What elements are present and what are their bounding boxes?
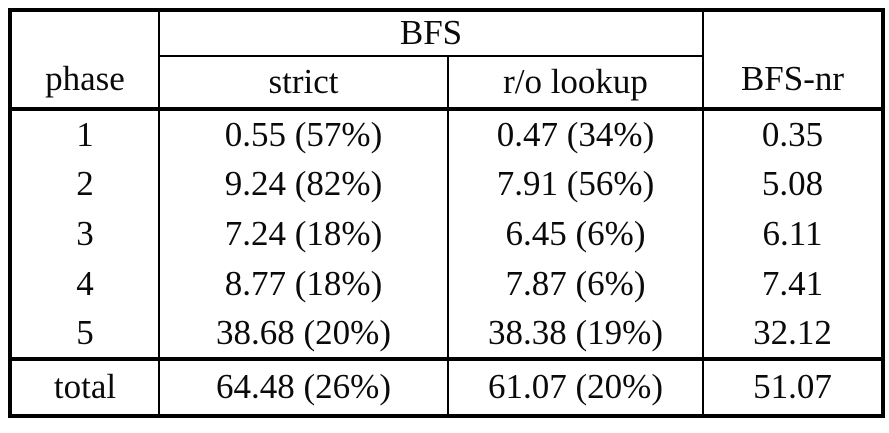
phase-cell: 4 — [10, 259, 160, 309]
column-header-phase: phase — [10, 10, 160, 111]
header-row-sub: strict r/o lookup — [10, 56, 883, 111]
bfs-nr-cell: 0.35 — [761, 114, 824, 154]
page-background: phase BFS BFS-nr strict r/o lookup 1 0.5… — [8, 8, 885, 418]
column-header-ro-lookup: r/o lookup — [448, 56, 703, 111]
strict-cell: 7.24 (18%) — [159, 209, 449, 259]
phase-cell: 3 — [10, 209, 160, 259]
total-row: total 64.48 (26%) 61.07 (20%) 51.07 — [10, 357, 883, 416]
bfs-nr-cell: 6.11 — [762, 213, 823, 253]
table-body: 1 0.55 (57%) 0.47 (34%) 0.35 2 9.24 (82%… — [10, 109, 883, 359]
table-row: 1 0.55 (57%) 0.47 (34%) 0.35 — [10, 109, 883, 159]
total-strict-cell: 64.48 (26%) — [159, 357, 449, 416]
phase-cell: 1 — [10, 109, 160, 159]
bfs-nr-cell: 5.08 — [761, 163, 824, 203]
strict-cell: 38.68 (20%) — [159, 309, 449, 359]
table-footer: total 64.48 (26%) 61.07 (20%) 51.07 — [10, 357, 883, 416]
table-header: phase BFS BFS-nr strict r/o lookup — [10, 10, 883, 111]
strict-cell: 8.77 (18%) — [159, 259, 449, 309]
strict-cell: 9.24 (82%) — [159, 159, 449, 209]
bfs-nr-cell: 32.12 — [753, 312, 832, 352]
column-header-bfs-nr: BFS-nr — [702, 10, 883, 111]
ro-lookup-cell: 38.38 (19%) — [448, 309, 704, 359]
table-row: 4 8.77 (18%) 7.87 (6%) 7.41 — [10, 259, 883, 309]
column-header-strict: strict — [159, 56, 449, 111]
header-row-group: phase BFS BFS-nr — [10, 10, 883, 111]
table-row: 2 9.24 (82%) 7.91 (56%) 5.08 — [10, 159, 883, 209]
strict-cell: 0.55 (57%) — [159, 109, 449, 159]
column-group-header-bfs: BFS — [159, 10, 704, 57]
table-row: 3 7.24 (18%) 6.45 (6%) 6.11 — [10, 209, 883, 259]
total-bfs-nr-cell: 51.07 — [703, 357, 883, 416]
phase-cell: 5 — [10, 309, 160, 359]
bfs-nr-cell: 7.41 — [761, 263, 824, 303]
total-ro-lookup-cell: 61.07 (20%) — [448, 357, 704, 416]
ro-lookup-cell: 7.87 (6%) — [448, 259, 704, 309]
total-label-cell: total — [10, 357, 160, 416]
ro-lookup-cell: 7.91 (56%) — [448, 159, 704, 209]
ro-lookup-cell: 0.47 (34%) — [448, 109, 704, 159]
ro-lookup-cell: 6.45 (6%) — [448, 209, 704, 259]
table-row: 5 38.68 (20%) 38.38 (19%) 32.12 — [10, 309, 883, 359]
results-table: phase BFS BFS-nr strict r/o lookup 1 0.5… — [8, 8, 885, 418]
phase-cell: 2 — [10, 159, 160, 209]
